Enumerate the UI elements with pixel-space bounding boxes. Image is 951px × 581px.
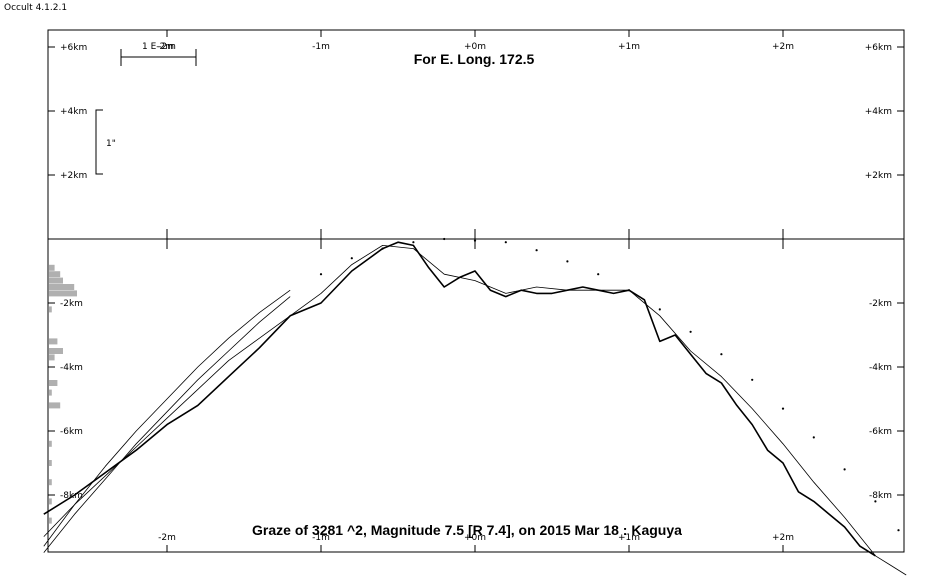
x-bottom-label-2: +0m — [464, 533, 486, 543]
y-label-right-1: +4km — [865, 107, 892, 117]
histogram-bar — [49, 264, 55, 271]
chart-footer: Graze of 3281 ^2, Magnitude 7.5 [R 7.4],… — [252, 522, 682, 538]
tick-marks-group: -2m -1m +0m +1m +2m -2m -1m +0m +1m +2m +6km +6km +4… — [48, 30, 904, 552]
chart-title: For E. Long. 172.5 — [414, 51, 535, 67]
plot-frame — [47, 29, 905, 553]
arcsec-bar: 1" — [95, 109, 116, 175]
limb-dot — [597, 273, 600, 276]
y-label-right-3: -2km — [869, 299, 892, 309]
limb-dot — [627, 289, 631, 292]
histogram-bar — [49, 389, 52, 396]
y-label-right-0: +6km — [865, 43, 892, 53]
limb-dot — [843, 468, 846, 471]
limb-dot — [566, 260, 569, 263]
limb-dot — [874, 500, 877, 503]
observed-profile-line — [43, 241, 876, 557]
y-label-right-2: +2km — [865, 171, 892, 181]
x-bottom-label-3: +1m — [618, 533, 640, 543]
limb-dot — [720, 353, 723, 356]
limb-dot — [751, 378, 754, 381]
smoothed-profile-line — [43, 244, 907, 576]
limb-dot — [473, 239, 477, 242]
app-title: Occult 4.1.2.1 — [4, 3, 68, 13]
x-bottom-label-1: -1m — [312, 533, 330, 543]
y-label-right-6: -8km — [869, 491, 892, 501]
limb-dot — [381, 247, 384, 250]
x-tick-label-0: -2m — [158, 42, 176, 52]
x-tick-label-4: +2m — [772, 42, 794, 52]
y-label-right-4: -4km — [869, 363, 892, 373]
histogram-bar — [49, 271, 61, 278]
limit-curve-b — [43, 289, 291, 547]
y-label-left-1: +4km — [60, 107, 87, 117]
limb-dot — [781, 407, 785, 410]
histogram-bar — [49, 354, 55, 361]
limb-dot — [319, 273, 323, 276]
histogram-bar — [49, 284, 75, 290]
histogram-bar — [49, 348, 63, 354]
histogram-bar — [49, 290, 77, 297]
dotted-limb-group — [319, 237, 900, 532]
scale-bar: 1 E-2m — [120, 42, 197, 66]
limb-dot — [443, 237, 446, 241]
limb-dot — [689, 330, 692, 333]
histogram-bar — [49, 479, 52, 486]
histogram-bar — [49, 498, 52, 505]
limb-dot — [504, 241, 507, 244]
limb-dot — [812, 436, 815, 439]
limit-curve-a — [43, 296, 291, 553]
x-tick-label-2: +0m — [464, 42, 486, 52]
y-label-left-3: -2km — [60, 299, 83, 309]
limb-dot — [658, 308, 661, 311]
y-label-left-4: -4km — [60, 363, 83, 373]
histogram-bar — [49, 440, 52, 447]
histogram-bar — [49, 306, 52, 313]
x-bottom-label-4: +2m — [772, 533, 794, 543]
series-group — [43, 241, 907, 576]
histogram-bar — [49, 402, 61, 409]
y-label-left-5: -6km — [60, 427, 83, 437]
arcsec-bar-label: 1" — [106, 139, 116, 149]
arcsec-bar-bracket — [95, 109, 103, 175]
y-label-right-5: -6km — [869, 427, 892, 437]
scale-bar-label: 1 E-2m — [142, 42, 174, 52]
histogram-bar — [49, 460, 52, 466]
limb-dot — [535, 249, 538, 252]
x-bottom-label-0: -2m — [158, 533, 176, 543]
limb-dot — [350, 257, 353, 260]
y-label-left-0: +6km — [60, 43, 87, 53]
histogram-bar — [49, 277, 63, 284]
histogram-bar — [49, 338, 58, 345]
x-tick-label-3: +1m — [618, 42, 640, 52]
histogram-bar — [49, 380, 58, 386]
x-tick-label-1: -1m — [312, 42, 330, 52]
limb-dot — [412, 241, 415, 244]
y-label-left-2: +2km — [60, 171, 87, 181]
limb-dot — [897, 529, 900, 532]
y-label-left-6: -8km — [60, 491, 83, 501]
histogram-bar — [49, 517, 52, 524]
histogram-group — [49, 264, 77, 524]
